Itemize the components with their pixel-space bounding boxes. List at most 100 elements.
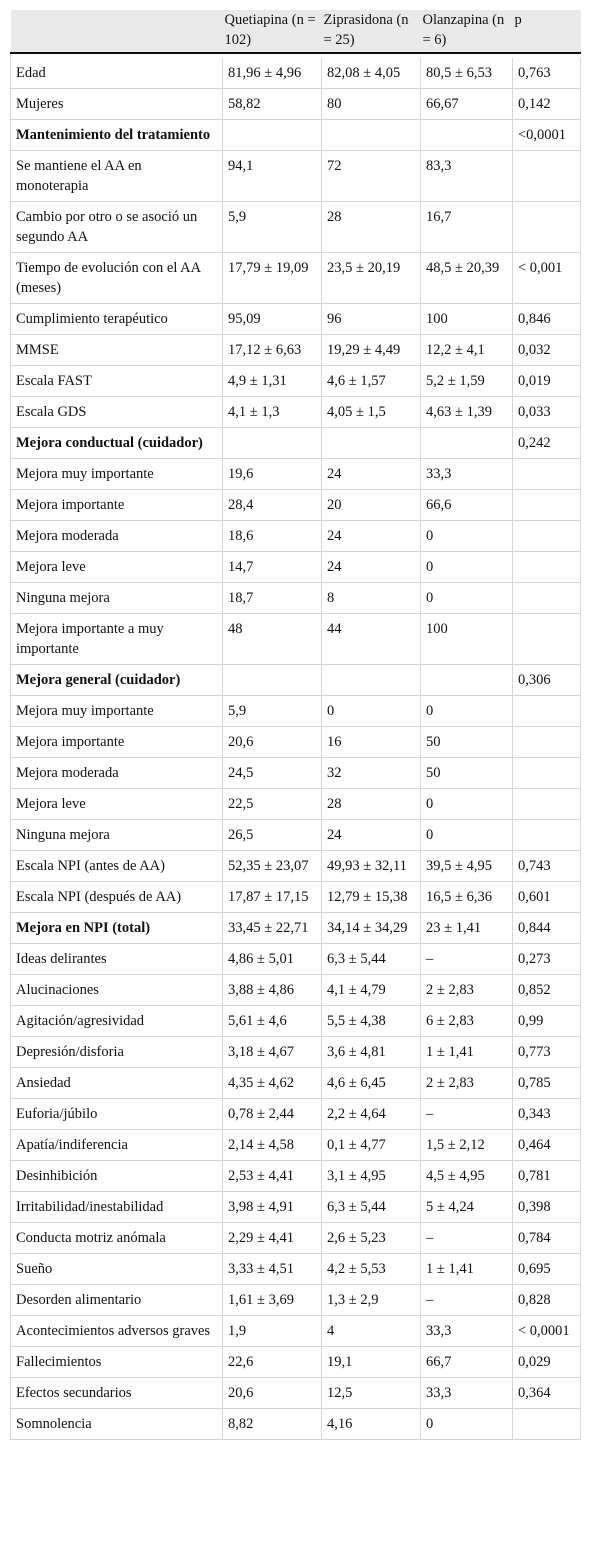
- row-label: Desorden alimentario: [10, 1284, 223, 1316]
- cell-p-value: 0,785: [512, 1067, 581, 1099]
- cell-p-value: [512, 726, 581, 758]
- cell-quetiapina: 24,5: [222, 757, 322, 789]
- row-label: Mejora conductual (cuidador): [10, 427, 223, 459]
- row-label: Mejora importante a muy importante: [10, 613, 223, 665]
- cell-ziprasidona: 4,16: [321, 1408, 421, 1440]
- cell-quetiapina: 4,9 ± 1,31: [222, 365, 322, 397]
- cell-olanzapina: 66,67: [420, 88, 513, 120]
- cell-ziprasidona: 19,1: [321, 1346, 421, 1378]
- cell-ziprasidona: 0: [321, 695, 421, 727]
- cell-p-value: 0,695: [512, 1253, 581, 1285]
- cell-ziprasidona: 5,5 ± 4,38: [321, 1005, 421, 1037]
- row-label: Efectos secundarios: [10, 1377, 223, 1409]
- row-label: Desinhibición: [10, 1160, 223, 1192]
- table-row: Edad 81,96 ± 4,96 82,08 ± 4,05 80,5 ± 6,53 0…: [10, 58, 581, 89]
- cell-p-value: < 0,0001: [512, 1315, 581, 1347]
- table-row: Mejora leve 22,5 28 0: [10, 788, 581, 820]
- table-row: Mejora en NPI (total) 33,45 ± 22,71 34,14 …: [10, 912, 581, 944]
- cell-quetiapina: 17,79 ± 19,09: [222, 252, 322, 304]
- cell-olanzapina: 6 ± 2,83: [420, 1005, 513, 1037]
- cell-ziprasidona: [321, 427, 421, 459]
- cell-ziprasidona: 0,1 ± 4,77: [321, 1129, 421, 1161]
- cell-p-value: [512, 788, 581, 820]
- cell-ziprasidona: 82,08 ± 4,05: [321, 58, 421, 89]
- row-label: MMSE: [10, 334, 223, 366]
- table-row: Escala FAST 4,9 ± 1,31 4,6 ± 1,57 5,2 ± 1,5…: [10, 365, 581, 397]
- cell-p-value: 0,398: [512, 1191, 581, 1223]
- cell-quetiapina: 2,29 ± 4,41: [222, 1222, 322, 1254]
- data-table: Quetiapina (n = 102) Ziprasidona (n = 25…: [10, 10, 581, 1440]
- row-label: Edad: [10, 58, 223, 89]
- table-row: Mejora moderada 18,6 24 0: [10, 520, 581, 552]
- table-row: MMSE 17,12 ± 6,63 19,29 ± 4,49 12,2 ± 4,1 0,…: [10, 334, 581, 366]
- cell-olanzapina: 4,5 ± 4,95: [420, 1160, 513, 1192]
- cell-quetiapina: 5,9: [222, 201, 322, 253]
- row-label: Irritabilidad/inestabilidad: [10, 1191, 223, 1223]
- table-row: Sueño 3,33 ± 4,51 4,2 ± 5,53 1 ± 1,41 0,695: [10, 1253, 581, 1285]
- header-ziprasidona: Ziprasidona (n = 25): [321, 10, 421, 54]
- cell-quetiapina: 0,78 ± 2,44: [222, 1098, 322, 1130]
- row-label: Ninguna mejora: [10, 819, 223, 851]
- table-row: Mejora conductual (cuidador) 0,242: [10, 427, 581, 459]
- table-row: Mejora importante a muy importante 48 44 10…: [10, 613, 581, 665]
- cell-ziprasidona: 24: [321, 551, 421, 583]
- table-row: Alucinaciones 3,88 ± 4,86 4,1 ± 4,79 2 ± 2,…: [10, 974, 581, 1006]
- cell-ziprasidona: 19,29 ± 4,49: [321, 334, 421, 366]
- row-label: Cumplimiento terapéutico: [10, 303, 223, 335]
- cell-quetiapina: 19,6: [222, 458, 322, 490]
- cell-olanzapina: 66,6: [420, 489, 513, 521]
- cell-ziprasidona: 12,79 ± 15,38: [321, 881, 421, 913]
- cell-p-value: 0,743: [512, 850, 581, 882]
- cell-olanzapina: 0: [420, 520, 513, 552]
- cell-olanzapina: 100: [420, 303, 513, 335]
- cell-quetiapina: 4,86 ± 5,01: [222, 943, 322, 975]
- row-label: Euforia/júbilo: [10, 1098, 223, 1130]
- cell-ziprasidona: 8: [321, 582, 421, 614]
- header-quetiapina: Quetiapina (n = 102): [222, 10, 322, 54]
- cell-ziprasidona: 23,5 ± 20,19: [321, 252, 421, 304]
- cell-olanzapina: 39,5 ± 4,95: [420, 850, 513, 882]
- cell-ziprasidona: 72: [321, 150, 421, 202]
- cell-quetiapina: 5,61 ± 4,6: [222, 1005, 322, 1037]
- row-label: Acontecimientos adversos graves: [10, 1315, 223, 1347]
- cell-olanzapina: 0: [420, 788, 513, 820]
- row-label: Mujeres: [10, 88, 223, 120]
- cell-olanzapina: [420, 427, 513, 459]
- table-row: Mantenimiento del tratamiento <0,0001: [10, 119, 581, 151]
- cell-olanzapina: 100: [420, 613, 513, 665]
- cell-ziprasidona: 2,2 ± 4,64: [321, 1098, 421, 1130]
- cell-p-value: [512, 201, 581, 253]
- table-row: Mujeres 58,82 80 66,67 0,142: [10, 88, 581, 120]
- cell-olanzapina: –: [420, 1284, 513, 1316]
- cell-quetiapina: 28,4: [222, 489, 322, 521]
- cell-olanzapina: 23 ± 1,41: [420, 912, 513, 944]
- row-label: Conducta motriz anómala: [10, 1222, 223, 1254]
- header-spacer: [10, 53, 581, 58]
- cell-quetiapina: [222, 119, 322, 151]
- cell-quetiapina: 18,6: [222, 520, 322, 552]
- cell-quetiapina: 58,82: [222, 88, 322, 120]
- table-row: Cumplimiento terapéutico 95,09 96 100 0,846: [10, 303, 581, 335]
- cell-quetiapina: 4,1 ± 1,3: [222, 396, 322, 428]
- row-label: Escala NPI (antes de AA): [10, 850, 223, 882]
- header-olanzapina: Olanzapina (n = 6): [420, 10, 513, 54]
- cell-p-value: 0,242: [512, 427, 581, 459]
- row-label: Depresión/disforia: [10, 1036, 223, 1068]
- cell-olanzapina: 16,7: [420, 201, 513, 253]
- cell-p-value: [512, 150, 581, 202]
- cell-olanzapina: 2 ± 2,83: [420, 974, 513, 1006]
- cell-olanzapina: 1,5 ± 2,12: [420, 1129, 513, 1161]
- table-header: Quetiapina (n = 102) Ziprasidona (n = 25…: [10, 10, 581, 54]
- row-label: Ninguna mejora: [10, 582, 223, 614]
- row-label: Agitación/agresividad: [10, 1005, 223, 1037]
- cell-p-value: [512, 757, 581, 789]
- table-row: Cambio por otro o se asoció un segundo A…: [10, 201, 581, 253]
- cell-ziprasidona: 28: [321, 788, 421, 820]
- cell-ziprasidona: 4,2 ± 5,53: [321, 1253, 421, 1285]
- cell-quetiapina: 52,35 ± 23,07: [222, 850, 322, 882]
- table-row: Ninguna mejora 18,7 8 0: [10, 582, 581, 614]
- table-body: Edad 81,96 ± 4,96 82,08 ± 4,05 80,5 ± 6,53 0…: [10, 53, 581, 1440]
- table-row: Efectos secundarios 20,6 12,5 33,3 0,364: [10, 1377, 581, 1409]
- cell-quetiapina: 1,61 ± 3,69: [222, 1284, 322, 1316]
- cell-p-value: 0,601: [512, 881, 581, 913]
